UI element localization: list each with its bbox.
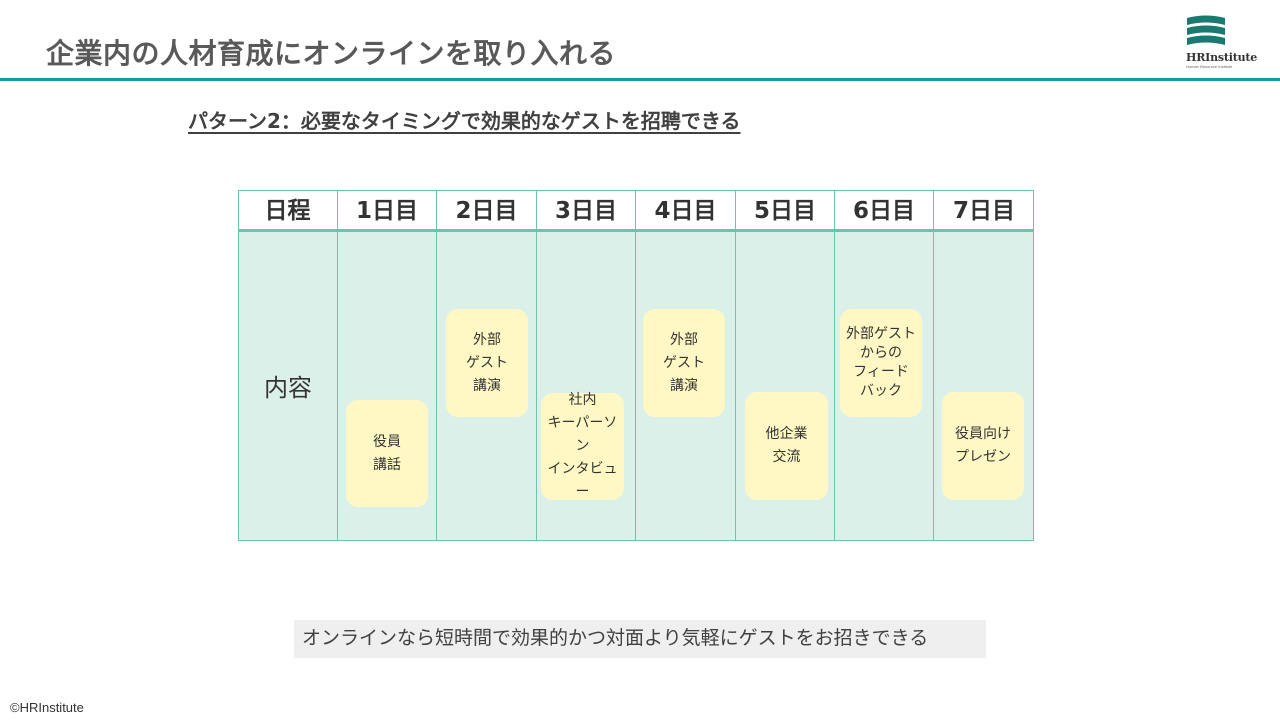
column-divider xyxy=(834,190,835,541)
header-cell-day4: 4日目 xyxy=(654,198,717,224)
header-cell-day5: 5日目 xyxy=(753,198,816,224)
column-divider xyxy=(933,190,934,541)
logo-mark-icon xyxy=(1187,15,1225,45)
activity-card-day6: 外部ゲスト からの フィード バック xyxy=(840,309,922,417)
company-logo: HRInstitute Human Resource Institute xyxy=(1186,14,1258,70)
activity-card-day4: 外部 ゲスト 講演 xyxy=(643,309,725,417)
column-divider xyxy=(536,190,537,541)
activity-card-day2: 外部 ゲスト 講演 xyxy=(446,309,528,417)
column-divider xyxy=(436,190,437,541)
header-cell-day2: 2日目 xyxy=(455,198,518,224)
title-rule xyxy=(0,78,1280,81)
column-divider xyxy=(337,190,338,541)
column-divider xyxy=(635,190,636,541)
header-cell-schedule: 日程 xyxy=(264,198,311,224)
header-cell-day6: 6日目 xyxy=(852,198,915,224)
slide-title: 企業内の人材育成にオンラインを取り入れる xyxy=(46,37,617,70)
header-cell-day1: 1日目 xyxy=(355,198,418,224)
column-divider xyxy=(735,190,736,541)
activity-card-day1: 役員 講話 xyxy=(346,400,428,507)
activity-card-day7: 役員向け プレゼン xyxy=(942,392,1024,500)
pattern-subtitle: パターン2：必要なタイミングで効果的なゲストを招聘できる xyxy=(188,109,741,133)
schedule-table: 日程 1日目 2日目 3日目 4日目 5日目 6日目 7日目 内容 役員 講話 … xyxy=(238,190,1034,541)
header-cell-day3: 3日目 xyxy=(554,198,617,224)
header-cell-day7: 7日目 xyxy=(952,198,1015,224)
activity-card-day3: 社内 キーパーソン インタビュー xyxy=(541,392,624,500)
header-row xyxy=(238,190,1034,232)
activity-card-day5: 他企業 交流 xyxy=(745,392,828,500)
copyright: ©HRInstitute xyxy=(10,700,84,715)
logo-subtext: Human Resource Institute xyxy=(1186,64,1233,69)
logo-text: HRInstitute xyxy=(1186,51,1258,64)
footnote-banner: オンラインなら短時間で効果的かつ対面より気軽にゲストをお招きできる xyxy=(294,620,986,658)
row-label-content: 内容 xyxy=(264,374,312,402)
